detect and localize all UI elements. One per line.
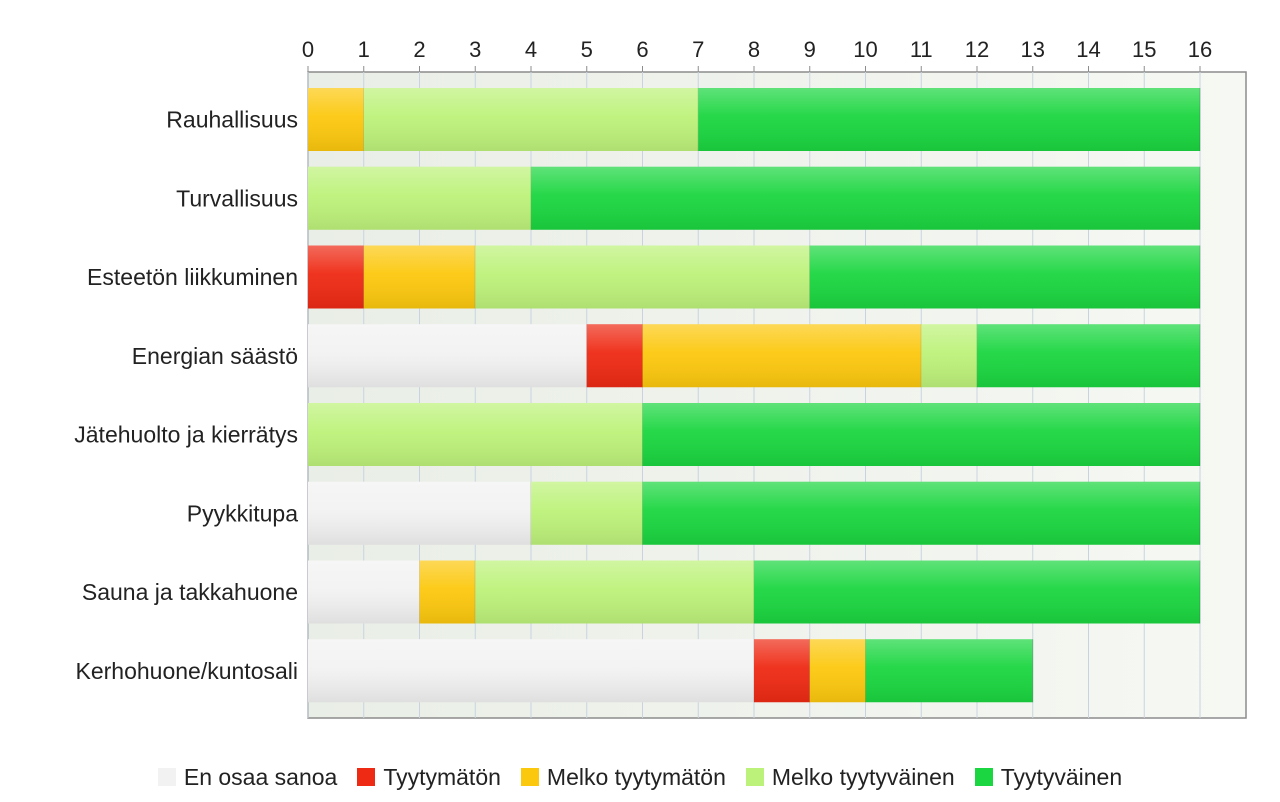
- legend-swatch: [745, 768, 764, 786]
- bar-segment-shade: [921, 324, 977, 388]
- bar-segment-shade: [308, 403, 643, 466]
- legend-item: Tyytyväinen: [974, 763, 1123, 791]
- legend-label: Tyytymätön: [383, 763, 501, 790]
- bar-segment-shade: [475, 245, 810, 309]
- x-tick-label: 8: [748, 37, 760, 62]
- category-label: Energian säästö: [132, 343, 298, 369]
- bar-segment-shade: [419, 560, 476, 624]
- legend-swatch: [974, 768, 993, 786]
- bar-segment-shade: [809, 245, 1200, 309]
- legend-label: Melko tyytymätön: [546, 763, 726, 790]
- x-tick-label: 14: [1076, 37, 1100, 62]
- legend-label: En osaa sanoa: [183, 763, 338, 790]
- bars: [308, 88, 1201, 703]
- bar-segment-shade: [865, 639, 1033, 703]
- bar-segment-shade: [308, 639, 754, 703]
- bar-segment-shade: [308, 324, 587, 388]
- legend: En osaa sanoa Tyytymätön Melko tyytymätön M…: [0, 762, 1280, 792]
- x-tick-label: 5: [581, 37, 593, 62]
- bar-segment-shade: [531, 481, 643, 545]
- legend-label: Tyytyväinen: [1000, 763, 1123, 790]
- x-tick-label: 11: [910, 37, 933, 62]
- category-label: Jätehuolto ja kierrätys: [74, 422, 298, 448]
- bar-segment-shade: [308, 560, 420, 624]
- bar-segment-shade: [308, 245, 364, 309]
- x-tick-label: 12: [965, 37, 989, 62]
- x-axis-ticks: 0 1 2 3 4 5 6 7 8 9 10 11 12 13 14 15 16: [302, 37, 1212, 62]
- x-tick-label: 10: [853, 37, 877, 62]
- legend-label: Melko tyytyväinen: [771, 763, 955, 790]
- category-label: Esteetön liikkuminen: [87, 264, 298, 290]
- bar-segment-shade: [308, 481, 531, 545]
- x-tick-label: 7: [692, 37, 704, 62]
- bar-segment-shade: [642, 324, 922, 388]
- bar-segment-shade: [977, 324, 1200, 388]
- legend-swatch: [157, 768, 176, 786]
- stacked-bar-chart: 0 1 2 3 4 5 6 7 8 9 10 11 12 13 14 15 16 RauhallisuusTur…: [74, 37, 1247, 719]
- x-tick-label: 3: [469, 37, 481, 62]
- bar-segment-shade: [754, 560, 1200, 624]
- category-label: Kerhohuone/kuntosali: [76, 658, 299, 684]
- legend-item: Melko tyytyväinen: [745, 763, 955, 791]
- x-tick-label: 4: [525, 37, 537, 62]
- bar-segment-shade: [363, 245, 476, 309]
- x-tick-label: 1: [358, 37, 370, 62]
- x-tick-label: 16: [1188, 37, 1212, 62]
- x-tick-label: 15: [1132, 37, 1156, 62]
- bar-segment-shade: [308, 166, 531, 230]
- legend-swatch: [357, 768, 376, 786]
- bar-segment-shade: [475, 560, 754, 624]
- bar-segment-shade: [698, 88, 1200, 151]
- legend-item: En osaa sanoa: [157, 763, 338, 791]
- category-label: Sauna ja takkahuone: [82, 579, 298, 605]
- legend-item: Tyytymätön: [357, 764, 501, 791]
- bar-segment-shade: [308, 88, 364, 151]
- x-tick-label: 9: [804, 37, 816, 62]
- bar-segment-shade: [531, 166, 1200, 230]
- category-label: Turvallisuus: [176, 185, 298, 211]
- x-tick-label: 2: [413, 37, 425, 62]
- x-tick-label: 13: [1021, 37, 1045, 62]
- legend-item: Melko tyytymätön: [520, 763, 726, 791]
- x-tick-label: 0: [302, 37, 314, 62]
- x-tick-label: 6: [636, 37, 648, 62]
- y-axis-labels: Rauhallisuus Turvallisuus Esteetön liikkum…: [74, 107, 298, 684]
- bar-segment-shade: [586, 324, 643, 388]
- legend-swatch: [520, 768, 539, 786]
- bar-segment-shade: [809, 639, 866, 703]
- bar-segment-shade: [754, 639, 810, 703]
- bar-segment-shade: [363, 88, 699, 151]
- bar-segment-shade: [642, 481, 1200, 545]
- category-label: Pyykkitupa: [187, 500, 298, 526]
- bar-segment-shade: [642, 403, 1200, 466]
- category-label: Rauhallisuus: [166, 107, 298, 133]
